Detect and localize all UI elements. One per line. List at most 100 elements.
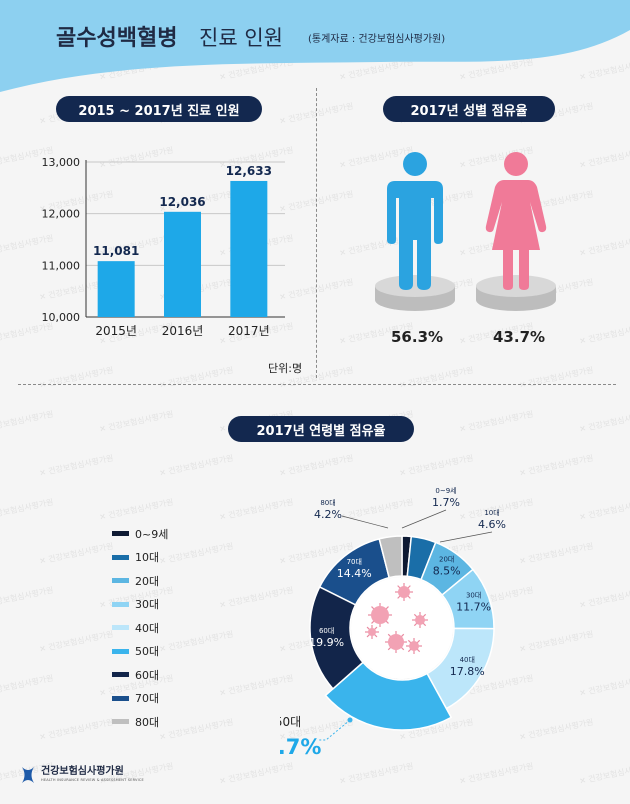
virus-icon <box>385 631 407 653</box>
bar-2017년 <box>230 180 268 317</box>
watermark-text: ✕ 건강보험심사평가원 <box>38 628 114 653</box>
section-title-patients: 2015 ~ 2017년 진료 인원 <box>56 96 262 122</box>
watermark-text: ✕ 건강보험심사평가원 <box>398 452 474 477</box>
donut-center <box>351 577 453 679</box>
virus-icon <box>368 603 392 627</box>
footer-org-eng: HEALTH INSURANCE REVIEW & ASSESSMENT SER… <box>41 778 144 782</box>
slice-80대 <box>378 535 403 579</box>
male-figure <box>375 152 455 311</box>
legend-item: 20대 <box>112 569 168 593</box>
slice-value-label: 17.8% <box>450 665 485 678</box>
watermark-text: ✕ 건강보험심사평가원 <box>38 364 114 389</box>
legend-item: 60대 <box>112 663 168 687</box>
watermark-text: ✕ 건강보험심사평가원 <box>578 144 630 169</box>
legend-item: 30대 <box>112 593 168 617</box>
watermark-text: ✕ 건강보험심사평가원 <box>0 496 54 521</box>
leader-line <box>341 515 389 529</box>
watermark-text: ✕ 건강보험심사평가원 <box>578 320 630 345</box>
legend-item: 50대 <box>112 640 168 664</box>
bar-value-label: 12,633 <box>226 164 272 178</box>
slice-category-label: 30대 <box>466 592 481 600</box>
watermark-text: ✕ 건강보험심사평가원 <box>38 540 114 565</box>
watermark-text: ✕ 건강보험심사평가원 <box>98 408 174 433</box>
male-percentage: 56.3% <box>391 328 444 346</box>
slice-value-label: 4.2% <box>314 508 342 521</box>
hira-logo-icon <box>22 767 34 783</box>
legend-label: 20대 <box>135 574 160 588</box>
slice-value-label: 19.9% <box>309 636 344 649</box>
watermark-text: ✕ 건강보험심사평가원 <box>578 408 630 433</box>
female-percentage: 43.7% <box>493 328 546 346</box>
watermark-text: ✕ 건강보험심사평가원 <box>578 232 630 257</box>
watermark-text: ✕ 건강보험심사평가원 <box>0 408 54 433</box>
slice-category-label: 60대 <box>319 627 334 635</box>
legend-label: 50대 <box>135 645 160 659</box>
bar-chart: 10,000 11,000 12,000 13,000 11,081 2015년 12,03… <box>42 156 285 338</box>
legend-label: 30대 <box>135 598 160 612</box>
watermark-text: ✕ 건강보험심사평가원 <box>158 716 234 741</box>
watermark-text: ✕ 건강보험심사평가원 <box>518 452 594 477</box>
divider-vertical <box>316 88 317 378</box>
female-figure <box>476 152 556 311</box>
leader-line <box>439 531 493 543</box>
y-tick-label: 11,000 <box>42 259 81 272</box>
y-tick-label: 12,000 <box>42 208 81 221</box>
legend-label: 0~9세 <box>135 527 169 541</box>
section-title-age: 2017년 연령별 점유율 <box>228 416 414 442</box>
bar-2016년 <box>164 211 201 317</box>
legend-swatch <box>112 554 129 560</box>
legend-item: 10대 <box>112 546 168 570</box>
legend-label: 10대 <box>135 551 160 565</box>
slice-category-label: 80대 <box>320 499 335 507</box>
legend-label: 60대 <box>135 668 160 682</box>
slice-category-label: 0~9세 <box>435 486 456 495</box>
section-title-gender: 2017년 성별 점유율 <box>383 96 555 122</box>
footer-org-name: 건강보험심사평가원 <box>41 766 124 777</box>
x-tick-label: 2017년 <box>228 324 270 338</box>
virus-icon <box>406 638 422 654</box>
slice-category-label: 40대 <box>460 656 475 664</box>
page-title: 골수성백혈병 <box>56 26 178 51</box>
watermark-text: ✕ 건강보험심사평가원 <box>158 452 234 477</box>
footer-logo: 건강보험심사평가원 HEALTH INSURANCE REVIEW & ASSE… <box>20 766 144 784</box>
watermark-text: ✕ 건강보험심사평가원 <box>398 364 474 389</box>
watermark-text: ✕ 건강보험심사평가원 <box>98 496 174 521</box>
watermark-text: ✕ 건강보험심사평가원 <box>0 584 54 609</box>
watermark-text: ✕ 건강보험심사평가원 <box>158 364 234 389</box>
bar-value-label: 11,081 <box>93 244 139 258</box>
slice-value-label: 11.7% <box>456 601 491 614</box>
legend-item: 0~9세 <box>112 522 168 546</box>
slice-value-label: 4.6% <box>478 518 506 531</box>
highlight-value-label: 22.7% <box>280 735 321 759</box>
legend-item: 70대 <box>112 687 168 711</box>
slice-value-label: 1.7% <box>432 496 460 509</box>
legend-swatch <box>112 578 129 584</box>
header-banner <box>0 0 630 92</box>
legend-label: 40대 <box>135 621 160 635</box>
watermark-text: ✕ 건강보험심사평가원 <box>0 672 54 697</box>
legend-swatch <box>112 719 129 725</box>
slice-category-label: 10대 <box>484 509 499 517</box>
age-legend: 0~9세 10대 20대 30대 40대 50대 60대 70대 80대 <box>112 522 168 734</box>
data-source: (통계자료 : 건강보험심사평가원) <box>308 34 446 45</box>
leader-line <box>401 509 447 529</box>
watermark-text: ✕ 건강보험심사평가원 <box>458 408 534 433</box>
legend-item: 40대 <box>112 616 168 640</box>
virus-icon <box>395 583 413 601</box>
x-tick-label: 2016년 <box>162 324 204 338</box>
legend-swatch <box>112 531 129 537</box>
x-tick-label: 2015년 <box>95 324 137 338</box>
watermark-text: ✕ 건강보험심사평가원 <box>518 364 594 389</box>
watermark-text: ✕ 건강보험심사평가원 <box>158 628 234 653</box>
slice-category-label: 20대 <box>439 556 454 564</box>
slice-value-label: 14.4% <box>337 567 372 580</box>
callout-dot <box>347 717 353 723</box>
legend-label: 80대 <box>135 715 160 729</box>
callout-line <box>318 719 351 741</box>
bar-value-label: 12,036 <box>159 195 205 209</box>
bar-2015년 <box>97 261 135 317</box>
legend-swatch <box>112 601 129 607</box>
y-tick-label: 13,000 <box>42 156 81 169</box>
slice-category-label: 70대 <box>347 558 362 566</box>
